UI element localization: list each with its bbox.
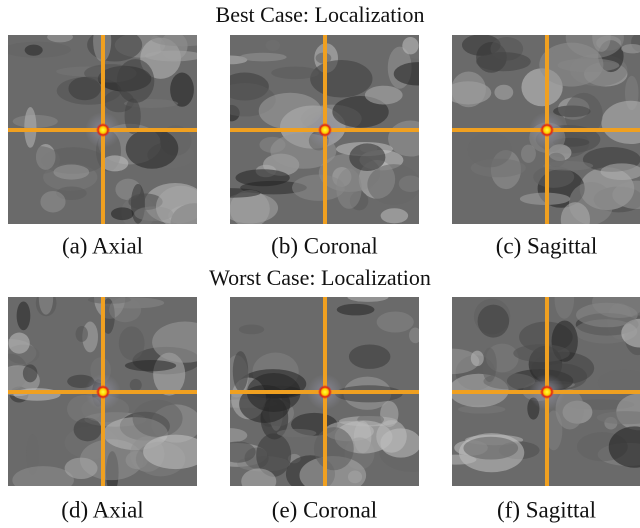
target	[540, 385, 554, 399]
texture	[463, 437, 518, 460]
texture	[592, 22, 610, 52]
texture	[130, 379, 142, 391]
texture	[143, 435, 208, 470]
mri-panel: (d) Axial	[0, 276, 218, 522]
texture	[125, 360, 176, 371]
texture	[156, 186, 206, 229]
texture	[409, 327, 422, 343]
mri-panel: (b) Coronal	[200, 35, 442, 258]
caption: (b) Coronal	[271, 233, 378, 258]
texture	[220, 441, 256, 462]
texture	[468, 132, 512, 167]
texture	[65, 458, 98, 479]
texture	[117, 59, 155, 103]
texture	[471, 351, 484, 367]
texture	[12, 466, 74, 494]
mri-image	[425, 279, 640, 486]
mri-image	[207, 292, 445, 495]
texture	[240, 53, 287, 62]
texture	[561, 202, 590, 237]
texture	[494, 85, 513, 100]
row-title: Worst Case: Localization	[209, 265, 431, 290]
mri-panel: (e) Coronal	[207, 292, 445, 522]
figure: Best Case: Localization Worst Case: Loca…	[0, 0, 640, 528]
caption: (f) Sagittal	[497, 497, 596, 522]
texture	[53, 164, 89, 179]
texture	[266, 40, 280, 51]
texture	[119, 326, 145, 360]
texture	[233, 351, 248, 391]
texture	[388, 121, 433, 157]
texture	[19, 146, 60, 174]
texture	[349, 143, 385, 171]
texture	[347, 292, 388, 302]
texture	[402, 37, 418, 54]
texture	[9, 333, 30, 354]
mri-image	[3, 21, 223, 243]
mri-panel: (c) Sagittal	[445, 17, 640, 258]
texture	[337, 304, 375, 316]
caption: (c) Sagittal	[496, 233, 598, 258]
texture	[425, 349, 479, 374]
texture	[152, 322, 218, 363]
caption: (d) Axial	[61, 497, 143, 522]
texture	[367, 164, 420, 205]
texture	[314, 427, 354, 470]
texture	[547, 153, 565, 167]
texture	[17, 301, 31, 330]
texture	[101, 155, 128, 171]
texture	[145, 51, 203, 62]
texture	[557, 58, 619, 72]
texture	[381, 208, 409, 223]
texture	[47, 32, 73, 43]
row-title: Best Case: Localization	[216, 2, 425, 27]
texture	[126, 128, 179, 168]
mri-panel: (f) Sagittal	[425, 279, 640, 522]
texture	[200, 188, 261, 198]
texture	[24, 107, 36, 148]
texture	[521, 145, 536, 163]
texture	[277, 429, 316, 437]
target	[96, 385, 110, 399]
page: Best Case: Localization Worst Case: Loca…	[0, 0, 640, 528]
texture	[478, 305, 510, 338]
texture	[241, 469, 276, 495]
texture	[271, 67, 319, 80]
mri-image	[200, 35, 442, 228]
texture	[576, 303, 638, 328]
caption: (a) Axial	[62, 233, 143, 258]
texture	[40, 191, 65, 212]
target	[318, 385, 332, 399]
texture	[451, 71, 486, 107]
target	[540, 123, 554, 137]
texture	[25, 45, 43, 56]
caption: (e) Coronal	[272, 497, 377, 522]
target	[96, 123, 110, 137]
texture	[437, 455, 477, 465]
texture	[349, 344, 390, 368]
mri-image	[0, 276, 218, 494]
texture	[23, 364, 38, 382]
texture	[239, 325, 264, 335]
texture	[555, 279, 575, 318]
texture	[213, 428, 247, 443]
target	[318, 123, 332, 137]
texture	[76, 326, 88, 342]
texture	[476, 52, 531, 71]
texture	[151, 32, 213, 47]
mri-image	[445, 17, 640, 237]
texture	[310, 60, 372, 98]
texture	[39, 282, 53, 315]
texture	[111, 207, 134, 220]
texture	[292, 175, 345, 201]
mri-panel: (a) Axial	[3, 21, 223, 259]
texture	[377, 311, 414, 332]
texture	[109, 297, 141, 322]
texture	[236, 169, 290, 186]
texture	[513, 344, 570, 362]
texture	[365, 86, 403, 105]
texture	[133, 400, 183, 437]
texture	[394, 62, 442, 85]
texture	[482, 348, 497, 382]
